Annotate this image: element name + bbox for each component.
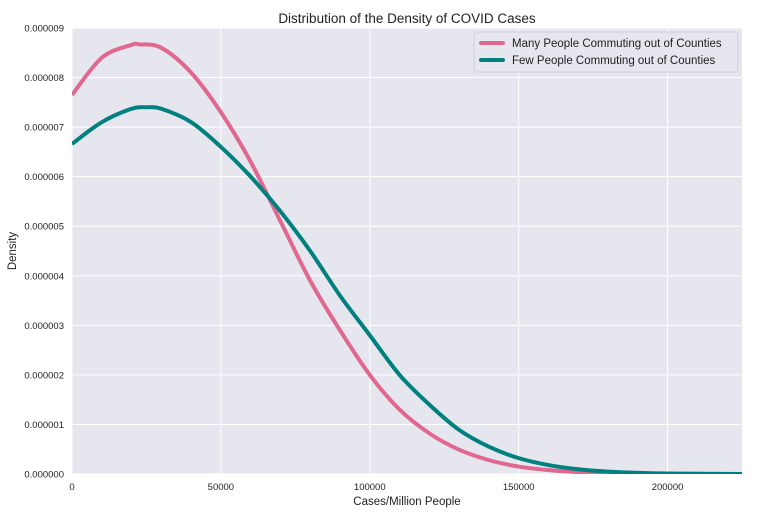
grid-lines [71,27,742,475]
x-tick-label: 50000 [208,482,234,493]
x-tick-labels: 0 50000 100000 150000 200000 [69,482,683,493]
chart-title: Distribution of the Density of COVID Cas… [278,11,536,26]
x-axis-label: Cases/Million People [353,496,460,508]
series-line-few-commuting [72,105,742,474]
plot-background [72,28,742,474]
x-tick-label: 150000 [503,482,535,493]
y-tick-labels: 0.000000 0.000001 0.000002 0.000003 0.000004… [24,24,64,481]
y-tick-label: 0.000004 [24,271,64,282]
x-tick-label: 100000 [354,482,386,493]
y-tick-label: 0.000007 [24,123,64,134]
y-axis-label: Density [7,232,19,271]
y-tick-label: 0.000009 [24,24,64,35]
y-tick-label: 0.000005 [24,222,64,233]
legend-box [473,31,739,73]
series-layer [72,41,742,474]
y-tick-label: 0.000000 [24,470,64,481]
legend-label-many: Many People Commuting out of Counties [512,38,722,50]
legend-label-few: Few People Commuting out of Counties [512,55,716,67]
y-tick-label: 0.000002 [24,370,64,381]
x-tick-label: 0 [69,482,74,493]
y-tick-label: 0.000003 [24,321,64,332]
y-tick-label: 0.000008 [24,73,64,84]
y-tick-label: 0.000001 [24,420,64,431]
legend: Many People Commuting out of Counties Fe… [473,31,739,73]
x-tick-label: 200000 [652,482,684,493]
y-tick-label: 0.000006 [24,172,64,183]
